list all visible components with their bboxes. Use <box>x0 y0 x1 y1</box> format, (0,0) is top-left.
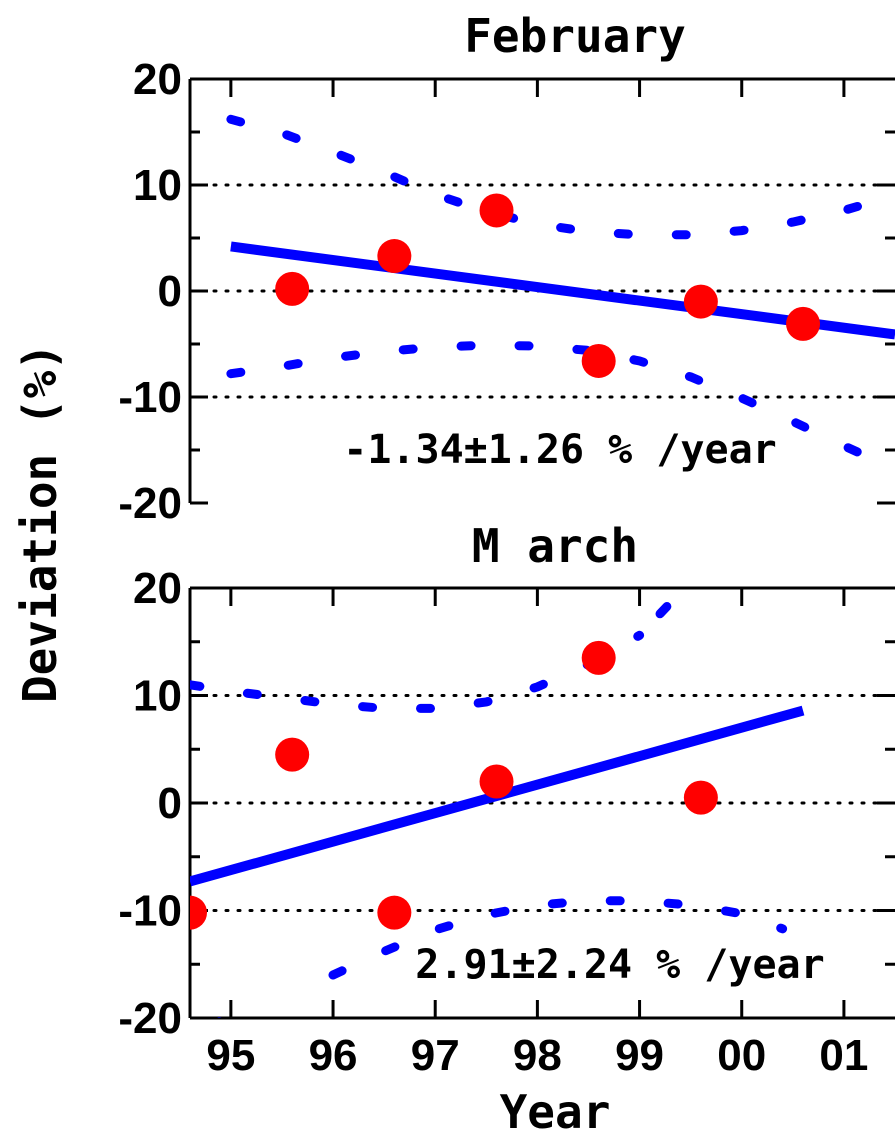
plot-area-march <box>190 588 805 1018</box>
y-tick-label: -10 <box>118 887 182 936</box>
x-tick-label: 98 <box>513 1031 562 1080</box>
y-tick-label: 0 <box>158 779 182 828</box>
data-point <box>479 193 514 228</box>
y-tick-label: 0 <box>158 267 182 316</box>
x-tick-label: 97 <box>411 1031 460 1080</box>
x-tick-label: 01 <box>819 1031 868 1080</box>
trend-annotation-march: 2.91±2.24 % /year <box>415 942 824 988</box>
y-tick-labels-february: -20 -10 0 10 20 <box>118 55 182 528</box>
panel-march: M arch -20 -10 0 10 20 2.91±2.24 % /year <box>118 519 895 1043</box>
grid-march <box>188 694 895 912</box>
y-tick-label: -20 <box>118 479 182 528</box>
upper-confidence-band <box>190 630 645 713</box>
panel-title-february: February <box>464 9 686 63</box>
panel-title-march: M arch <box>472 519 638 573</box>
upper-confidence-band <box>226 114 895 240</box>
y-tick-label: -10 <box>118 373 182 422</box>
y-tick-label: 10 <box>133 672 182 721</box>
y-tick-labels-march: -20 -10 0 10 20 <box>118 564 182 1043</box>
upper-confidence-band-extension <box>655 588 685 619</box>
data-point <box>377 239 412 274</box>
trend-annotation-february: -1.34±1.26 % /year <box>343 427 776 473</box>
x-tick-labels: 95 96 97 98 99 00 01 <box>206 1031 868 1080</box>
x-tick-label: 95 <box>206 1031 255 1080</box>
y-tick-label: -20 <box>118 994 182 1043</box>
trend-line <box>230 241 895 340</box>
lower-confidence-band <box>226 340 895 474</box>
data-point <box>479 764 514 799</box>
data-point <box>275 271 310 306</box>
x-tick-label: 99 <box>615 1031 664 1080</box>
data-point <box>581 343 616 378</box>
x-tick-label: 00 <box>717 1031 766 1080</box>
data-point <box>786 306 821 341</box>
x-axis-label: Year <box>500 1085 611 1132</box>
ticks-february <box>190 77 895 505</box>
y-axis-label: Deviation (%) <box>13 343 67 703</box>
data-point <box>275 737 310 772</box>
data-point <box>190 895 207 930</box>
data-point <box>683 780 718 815</box>
data-point <box>377 895 412 930</box>
lower-confidence-band <box>328 896 788 980</box>
x-tick-label: 96 <box>309 1031 358 1080</box>
plot-area-february <box>226 114 895 474</box>
grid-february <box>188 183 895 399</box>
y-tick-label: 20 <box>133 564 182 613</box>
panel-february: February -20 -10 0 10 20 -1.34±1.26 % /year <box>118 9 895 528</box>
y-tick-label: 20 <box>133 55 182 104</box>
data-point <box>581 640 616 675</box>
data-point <box>683 284 718 319</box>
y-tick-label: 10 <box>133 161 182 210</box>
